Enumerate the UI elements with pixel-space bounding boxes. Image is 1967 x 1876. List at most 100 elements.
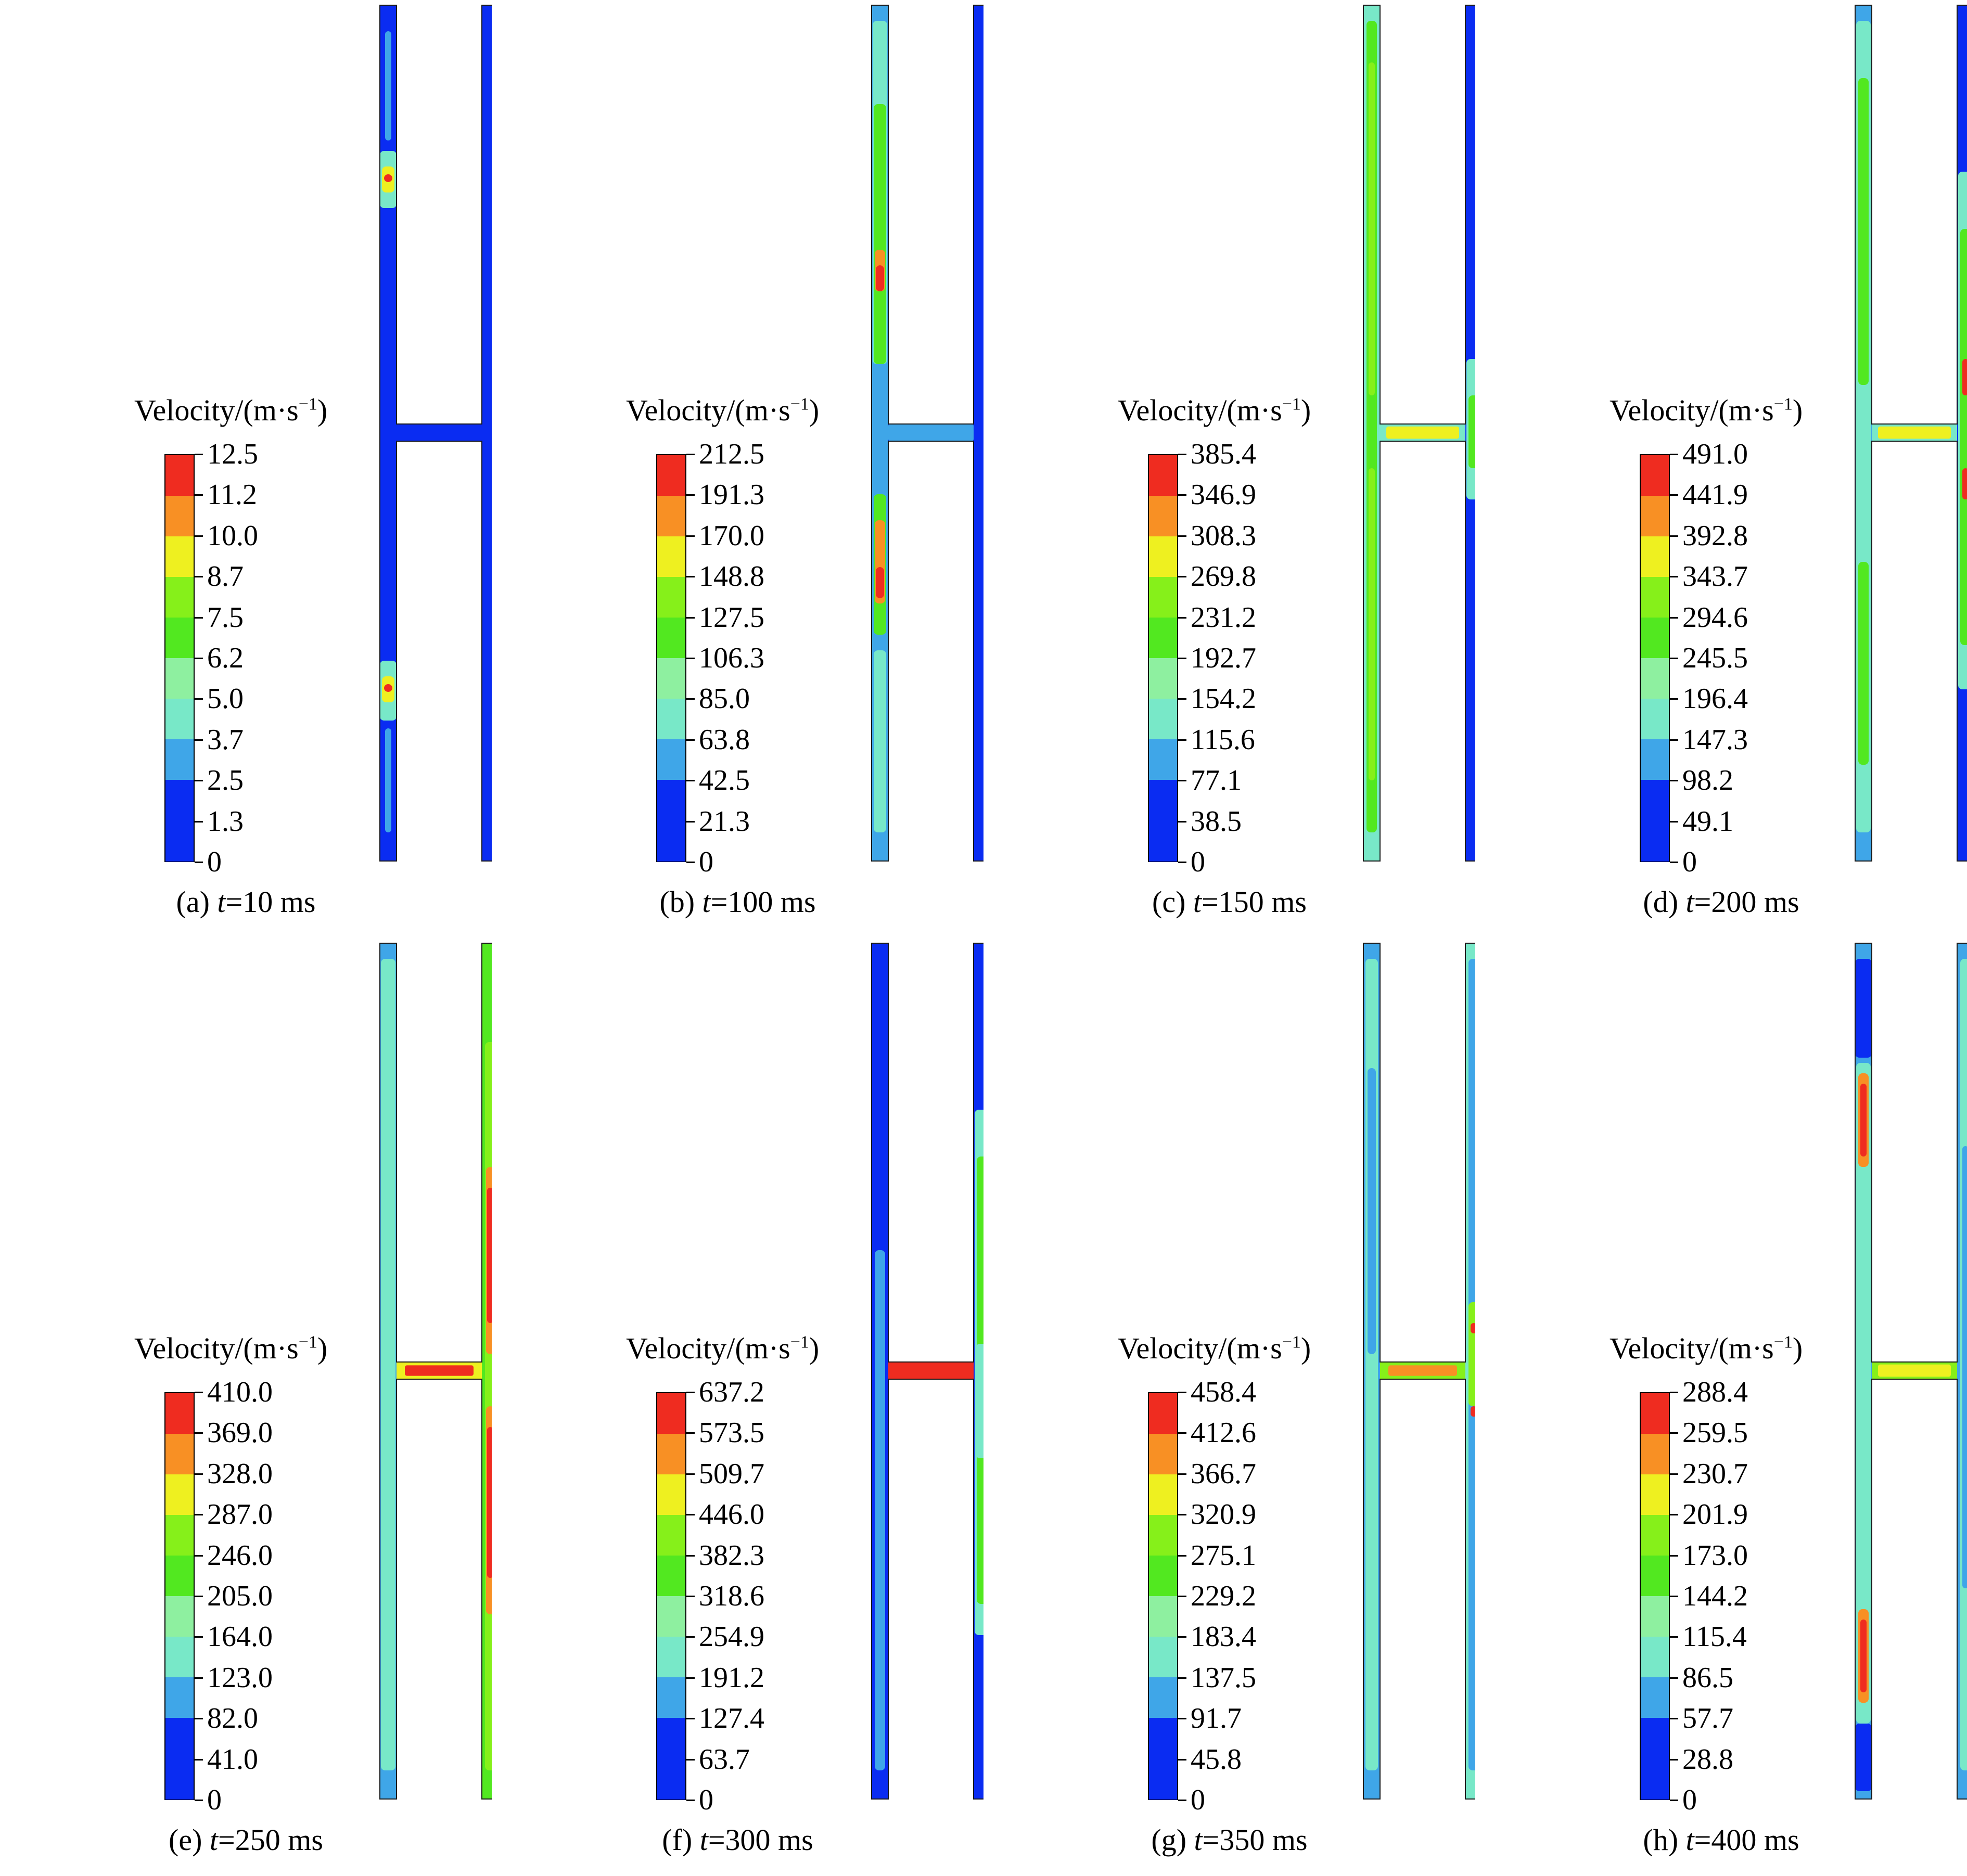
colorbar-tick [1670, 739, 1678, 741]
colorbar-tick [1178, 1392, 1186, 1393]
colorbar-tick-label: 328.0 [207, 1457, 273, 1490]
colorbar-tick [686, 494, 695, 496]
colorbar-tick-label: 0 [1191, 1784, 1205, 1816]
colorbar-segment [165, 1515, 194, 1556]
caption-label: (d) [1643, 885, 1686, 919]
right-streak [1471, 1406, 1475, 1417]
colorbar-tick [1670, 1596, 1678, 1597]
colorbar-tick-label: 85.0 [699, 683, 750, 715]
colorbar-tick [686, 1677, 695, 1679]
colorbar-tick-label: 229.2 [1191, 1580, 1256, 1612]
colorbar-tick [195, 494, 203, 496]
colorbar-tick [195, 535, 203, 537]
colorbar-tick-label: 11.2 [207, 479, 257, 511]
colorbar-tick [1670, 535, 1678, 537]
legend-title-exponent: −1 [1773, 394, 1793, 414]
colorbar-tick [1670, 862, 1678, 863]
colorbar-tick-label: 392.8 [1682, 519, 1748, 552]
colorbar-segment [1641, 1515, 1669, 1556]
panel-c: Velocity/(m·s−1) (c) t=150 ms 385.4 346.9… [984, 0, 1475, 938]
left-streak [384, 174, 392, 182]
channel-outline [1363, 5, 1475, 862]
colorbar-segment [1149, 699, 1177, 740]
colorbar-segment [1641, 1637, 1669, 1678]
colorbar-tick [195, 454, 203, 455]
colorbar-segment [1641, 820, 1669, 862]
colorbar-segment [657, 739, 685, 780]
left-streak [1858, 562, 1869, 765]
colorbar-tick [1178, 739, 1186, 741]
colorbar-tick [195, 820, 203, 823]
colorbar-segment [165, 1677, 194, 1718]
colorbar-tick-label: 8.7 [207, 560, 244, 593]
channel-outline [379, 5, 492, 862]
colorbar-segment [1149, 1637, 1177, 1678]
colorbar-segment [1149, 496, 1177, 537]
colorbar-tick [1178, 454, 1186, 455]
colorbar-tick [686, 1514, 695, 1516]
colorbar-tick [1178, 1596, 1186, 1597]
colorbar-segment [1641, 1677, 1669, 1718]
channel-outline [1363, 943, 1475, 1800]
caption-label: (h) [1643, 1823, 1686, 1857]
colorbar-tick-label: 148.8 [699, 560, 764, 593]
colorbar-tick [195, 1473, 203, 1475]
colorbar-tick-label: 115.4 [1682, 1621, 1747, 1653]
legend-title-exponent: −1 [298, 394, 317, 414]
colorbar-segment [165, 618, 194, 659]
legend-title-text: Velocity/(m·s [626, 1331, 790, 1365]
bridge-channel [397, 424, 482, 441]
caption-value: =350 ms [1202, 1823, 1308, 1857]
right-channel [482, 5, 492, 861]
colorbar-segment [657, 1718, 685, 1759]
colorbar-tick-label: 343.7 [1682, 560, 1748, 593]
channel-outline [379, 943, 492, 1800]
colorbar-tick-label: 441.9 [1682, 479, 1748, 511]
colorbar-tick [1670, 658, 1678, 659]
colorbar-tick [1670, 1677, 1678, 1679]
colorbar-tick-label: 288.4 [1682, 1376, 1748, 1408]
legend-title: Velocity/(m·s−1) [626, 1331, 819, 1366]
colorbar-tick-label: 10.0 [207, 519, 258, 552]
caption-label: (a) [176, 885, 218, 919]
colorbar-tick [195, 780, 203, 782]
colorbar-tick [1178, 494, 1186, 496]
colorbar-tick-label: 164.0 [207, 1621, 273, 1653]
colorbar-segment [1149, 618, 1177, 659]
colorbar-tick [1178, 1636, 1186, 1638]
colorbar-segment [1641, 658, 1669, 699]
colorbar-tick [686, 862, 695, 863]
right-streak [1468, 395, 1475, 468]
legend-title-exponent: −1 [1282, 394, 1301, 414]
legend-title-exponent: −1 [790, 394, 809, 414]
colorbar-segment [165, 496, 194, 537]
caption-label: (c) [1152, 885, 1193, 919]
colorbar-tick [1670, 454, 1678, 455]
colorbar-tick-label: 0 [699, 846, 713, 878]
colorbar-tick-label: 412.6 [1191, 1417, 1256, 1449]
colorbar-tick [195, 862, 203, 863]
colorbar-tick [195, 1514, 203, 1516]
colorbar-segment [165, 1434, 194, 1475]
colorbar-tick-label: 491.0 [1682, 438, 1748, 470]
colorbar-segment [657, 496, 685, 537]
colorbar-tick-label: 369.0 [207, 1417, 273, 1449]
colorbar-segment [657, 1393, 685, 1434]
colorbar-segment [165, 1718, 194, 1759]
colorbar-tick [1178, 535, 1186, 537]
colorbar-segment [657, 780, 685, 821]
colorbar-segment [165, 699, 194, 740]
caption-variable: t [217, 885, 226, 919]
colorbar [656, 454, 686, 862]
colorbar-tick-label: 98.2 [1682, 764, 1733, 797]
panel-e: Velocity/(m·s−1) (e) t=250 ms 410.0 369.0… [0, 938, 492, 1876]
caption-value: =200 ms [1694, 885, 1799, 919]
panel-f: Velocity/(m·s−1) (f) t=300 ms 637.2 573.5… [492, 938, 984, 1876]
caption-value: =100 ms [710, 885, 816, 919]
colorbar-tick-label: 28.8 [1682, 1743, 1733, 1776]
colorbar-tick [1178, 780, 1186, 782]
panel-caption: (f) t=300 ms [492, 1822, 984, 1857]
colorbar-tick [686, 1473, 695, 1475]
colorbar-tick [686, 820, 695, 823]
colorbar [164, 1392, 195, 1800]
